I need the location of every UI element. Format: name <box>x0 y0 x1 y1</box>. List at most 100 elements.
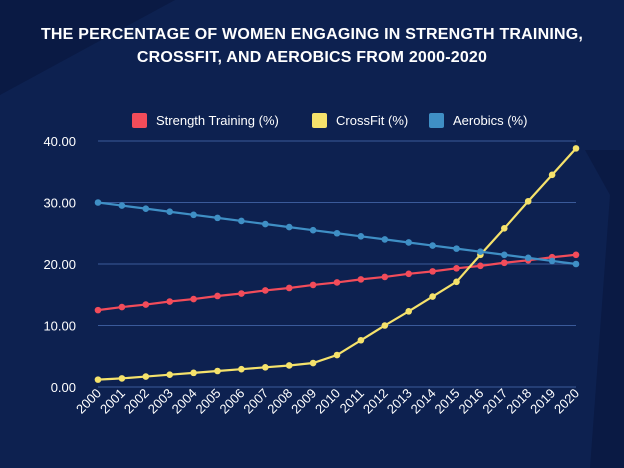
data-point <box>429 268 436 275</box>
series-aerobics <box>94 199 580 268</box>
y-tick-label: 40.00 <box>43 134 76 149</box>
data-point <box>309 226 317 234</box>
x-tick-label: 2007 <box>240 386 271 417</box>
corner-shape-top-left <box>0 0 175 95</box>
x-tick-label: 2006 <box>216 386 247 417</box>
y-axis: 0.00 10.00 20.00 30.00 40.00 <box>43 134 76 395</box>
x-tick-label: 2020 <box>551 386 582 417</box>
x-tick-label: 2017 <box>479 386 510 417</box>
data-point <box>94 306 102 314</box>
data-point <box>262 364 269 371</box>
x-tick-label: 2011 <box>337 386 367 416</box>
data-point <box>285 284 293 292</box>
data-point <box>453 245 460 252</box>
x-tick-label: 2014 <box>408 386 439 417</box>
data-point <box>118 375 126 382</box>
x-tick-label: 2000 <box>73 386 104 417</box>
data-point <box>405 270 413 278</box>
legend-label: CrossFit (%) <box>336 113 408 128</box>
data-point <box>118 303 126 311</box>
data-point <box>572 260 580 268</box>
data-point <box>285 223 293 231</box>
data-point <box>262 220 269 228</box>
data-point <box>501 225 508 232</box>
legend-label: Aerobics (%) <box>453 113 527 128</box>
x-tick-label: 2018 <box>503 386 534 417</box>
data-point <box>429 293 436 300</box>
data-point <box>285 362 293 369</box>
data-point <box>572 145 580 152</box>
data-point <box>262 287 269 294</box>
data-point <box>190 295 197 303</box>
x-tick-label: 2013 <box>384 386 415 417</box>
data-point <box>94 376 102 383</box>
data-point <box>238 290 245 297</box>
data-point <box>309 281 317 289</box>
data-point <box>405 308 413 315</box>
data-point <box>309 359 317 367</box>
data-point <box>214 214 221 222</box>
x-tick-label: 2015 <box>432 386 463 417</box>
data-point <box>548 171 556 179</box>
data-point <box>501 251 508 259</box>
data-point <box>381 236 389 243</box>
corner-shape-right <box>585 150 624 468</box>
data-point <box>548 257 556 265</box>
x-tick-label: 2012 <box>360 386 391 417</box>
data-point <box>238 217 245 225</box>
x-tick-label: 2004 <box>169 386 200 417</box>
legend: Strength Training (%) CrossFit (%) Aerobic… <box>132 113 527 128</box>
data-point <box>357 336 365 344</box>
data-point <box>357 233 365 240</box>
data-point <box>333 279 341 286</box>
data-point <box>166 208 173 216</box>
data-point <box>142 373 150 380</box>
data-point <box>166 298 173 305</box>
x-tick-label: 2008 <box>264 386 295 417</box>
x-tick-label: 2001 <box>97 386 128 417</box>
legend-swatch <box>132 113 147 128</box>
x-tick-label: 2002 <box>121 386 152 417</box>
data-point <box>524 254 532 262</box>
data-point <box>429 242 436 249</box>
legend-swatch <box>429 113 444 128</box>
data-point <box>142 205 150 212</box>
data-point <box>477 248 484 255</box>
x-axis: 2000200120022003200420052006200720082009… <box>73 386 582 417</box>
data-point <box>190 211 197 219</box>
data-point <box>381 322 389 329</box>
y-tick-label: 20.00 <box>43 257 76 272</box>
data-point <box>118 202 126 209</box>
data-point <box>166 371 173 379</box>
x-tick-label: 2010 <box>312 386 343 417</box>
data-point <box>214 367 221 375</box>
data-point <box>190 369 197 377</box>
y-tick-label: 10.00 <box>43 319 76 334</box>
x-tick-label: 2003 <box>145 386 176 417</box>
chart-title-line-1: THE PERCENTAGE OF WOMEN ENGAGING IN STRE… <box>40 26 584 43</box>
legend-label: Strength Training (%) <box>156 113 279 128</box>
data-point <box>214 292 221 300</box>
data-point <box>333 351 341 359</box>
x-tick-label: 2009 <box>288 386 319 417</box>
data-point <box>94 199 102 206</box>
y-tick-label: 0.00 <box>51 380 76 395</box>
chart-title-line-2: CROSSFIT, AND AEROBICS FROM 2000-2020 <box>136 49 488 66</box>
data-point <box>453 265 460 272</box>
data-point <box>453 278 460 286</box>
data-point <box>405 239 413 246</box>
data-point <box>381 273 389 281</box>
data-point <box>238 365 245 373</box>
series-strength-training <box>94 251 580 314</box>
data-point <box>477 262 484 270</box>
x-tick-label: 2019 <box>527 386 558 417</box>
data-point <box>524 197 532 205</box>
data-point <box>142 301 150 308</box>
y-tick-label: 30.00 <box>43 196 76 211</box>
series-lines <box>94 145 580 383</box>
data-point <box>357 276 365 283</box>
x-tick-label: 2005 <box>193 386 224 417</box>
data-point <box>572 251 580 259</box>
